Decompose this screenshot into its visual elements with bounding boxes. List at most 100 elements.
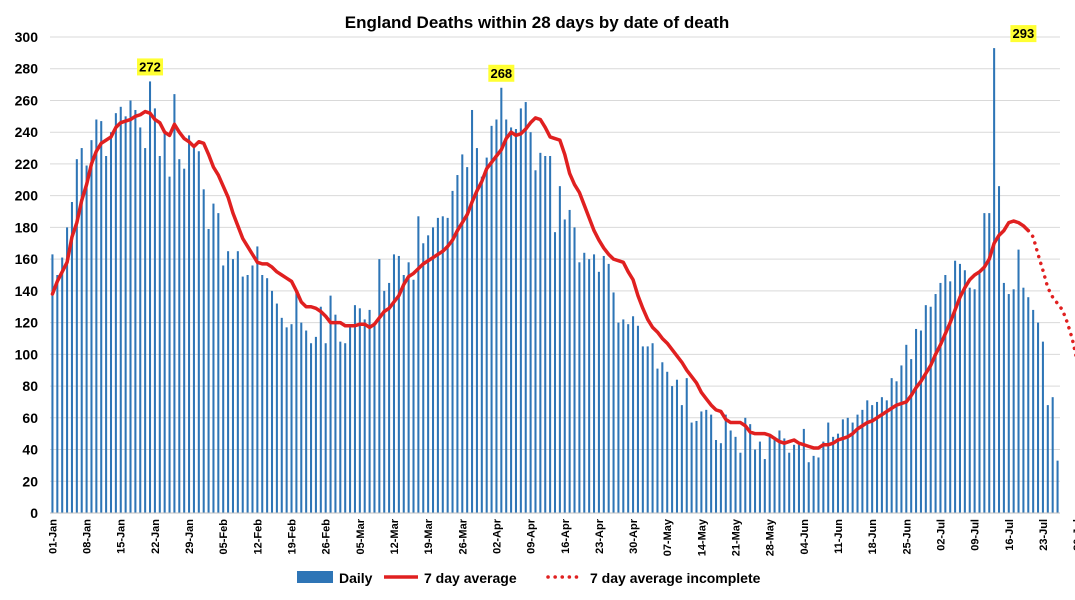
x-tick-label: 26-Mar — [457, 518, 469, 554]
bar-daily — [212, 203, 215, 513]
bar-daily — [778, 430, 781, 513]
bar-daily — [270, 290, 274, 513]
bar-daily — [397, 255, 400, 513]
bar-daily — [568, 209, 571, 514]
bar-daily — [456, 175, 459, 514]
series-line-incomplete — [1026, 228, 1075, 360]
bar-daily — [641, 346, 644, 513]
x-tick-label: 18-Jun — [867, 519, 879, 555]
peak-label-background — [488, 64, 515, 82]
bar-daily — [519, 108, 522, 514]
bar-daily — [978, 273, 981, 513]
x-tick-label: 23-Apr — [594, 518, 606, 554]
bar-daily — [290, 324, 293, 513]
bar-daily — [593, 254, 596, 513]
bar-daily — [583, 252, 586, 513]
bar-daily — [446, 217, 449, 513]
bar-daily — [427, 235, 430, 514]
bar-daily — [295, 290, 298, 513]
y-tick-label: 100 — [15, 346, 39, 362]
bar-daily — [1022, 287, 1025, 513]
legend-label-daily: Daily — [339, 570, 373, 586]
bar-daily — [1007, 294, 1010, 513]
bar-daily — [222, 265, 225, 513]
x-tick-label: 29-Jan — [184, 519, 196, 554]
bar-daily — [1017, 249, 1020, 513]
x-tick-label: 02-Apr — [491, 518, 503, 554]
bar-daily — [388, 282, 391, 513]
y-tick-label: 280 — [15, 61, 39, 77]
bar-daily — [368, 309, 371, 513]
bar-daily — [646, 346, 649, 513]
bar-daily — [919, 330, 922, 513]
bar-daily — [988, 213, 991, 513]
bar-daily — [553, 232, 557, 513]
bar-daily — [963, 270, 966, 513]
bar-daily — [1046, 405, 1049, 513]
bar-daily — [812, 455, 815, 513]
bar-daily — [134, 109, 137, 513]
bar-daily — [300, 322, 303, 513]
bar-daily — [197, 151, 200, 514]
bar-daily — [861, 409, 864, 513]
bar-daily — [871, 405, 874, 513]
bar-daily — [329, 295, 332, 513]
y-tick-label: 300 — [15, 29, 39, 45]
bar-daily — [275, 303, 278, 513]
bar-daily — [1041, 341, 1044, 513]
x-axis: 01-Jan 08-Jan 15-Jan 22-Jan 29-Jan 05-Feb 12-F… — [47, 512, 1075, 556]
bar-daily — [480, 176, 483, 514]
bar-daily — [817, 457, 820, 513]
bar-daily — [188, 135, 191, 513]
legend-swatch-daily — [297, 571, 333, 583]
bar-daily — [461, 154, 464, 513]
x-tick-label: 16-Apr — [560, 518, 572, 554]
bar-daily — [139, 127, 142, 513]
bar-daily — [1012, 289, 1015, 513]
bar-daily — [627, 324, 630, 513]
x-tick-label: 19-Mar — [423, 518, 435, 554]
bar-daily — [431, 227, 435, 513]
bar-daily — [954, 260, 957, 513]
bar-daily — [305, 330, 308, 513]
bar-daily — [324, 343, 327, 513]
bar-daily — [958, 263, 962, 513]
bar-daily — [236, 251, 239, 513]
y-tick-label: 220 — [15, 156, 39, 172]
bar-daily — [924, 305, 927, 513]
bar-daily — [471, 109, 474, 513]
bar-daily — [85, 165, 88, 513]
bar-daily — [373, 322, 376, 513]
bar-daily — [183, 168, 186, 513]
bar-daily — [588, 259, 591, 513]
bar-daily — [144, 148, 147, 514]
x-tick-label: 21-May — [731, 518, 743, 556]
bar-daily — [392, 254, 396, 513]
bar-daily — [124, 116, 127, 513]
x-tick-label: 04-Jun — [799, 519, 811, 555]
y-tick-label: 180 — [15, 219, 39, 235]
chart-title: England Deaths within 28 days by date of… — [345, 13, 729, 32]
peak-label: 268 — [490, 66, 512, 81]
bar-daily — [114, 113, 117, 513]
bar-daily — [256, 246, 259, 513]
y-tick-label: 60 — [22, 410, 38, 426]
bar-daily — [851, 422, 854, 513]
bar-daily — [1032, 309, 1035, 513]
bar-daily — [788, 452, 791, 513]
bar-daily — [656, 368, 659, 513]
bar-daily — [910, 359, 913, 513]
bar-daily — [846, 417, 849, 513]
bar-daily — [1051, 397, 1054, 513]
y-tick-label: 20 — [22, 473, 38, 489]
bar-daily — [734, 436, 737, 513]
bar-daily — [178, 159, 181, 513]
bar-daily — [500, 87, 503, 514]
bar-daily — [832, 436, 835, 513]
y-tick-label: 140 — [15, 283, 39, 299]
bar-daily — [61, 257, 64, 513]
bar-daily — [412, 279, 415, 513]
y-tick-label: 240 — [15, 124, 39, 140]
x-tick-label: 26-Feb — [321, 519, 333, 555]
bar-daily — [700, 411, 703, 513]
